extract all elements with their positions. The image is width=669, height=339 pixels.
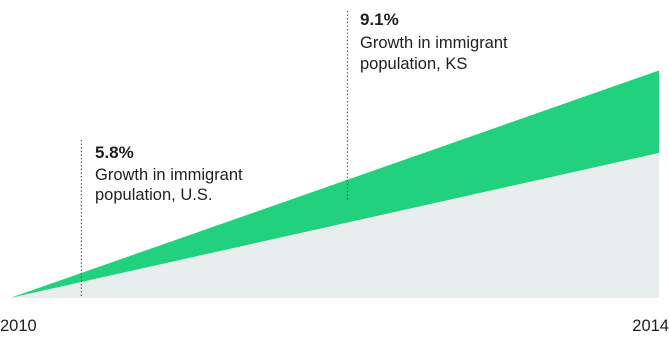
areas-layer xyxy=(10,70,659,298)
annotation-value-2: 9.1% xyxy=(360,10,399,29)
series-us-base-area xyxy=(10,153,659,298)
x-axis-layer: 2010 2014 xyxy=(0,317,669,335)
x-axis-end-label: 2014 xyxy=(632,317,669,334)
annotation-labels-layer: 5.8% Growth in immigrant population, U.S. 9… xyxy=(95,10,508,204)
x-axis-start-label: 2010 xyxy=(0,317,37,334)
leader-lines-layer xyxy=(80,11,349,296)
series-ks-growth-area xyxy=(10,70,659,298)
annotation-line2-1: population, U.S. xyxy=(95,186,212,204)
annotation-value-1: 5.8% xyxy=(95,143,134,162)
annotation-line1-1: Growth in immigrant xyxy=(95,166,243,184)
annotation-line2-2: population, KS xyxy=(360,55,467,73)
annotation-line1-2: Growth in immigrant xyxy=(360,34,508,52)
